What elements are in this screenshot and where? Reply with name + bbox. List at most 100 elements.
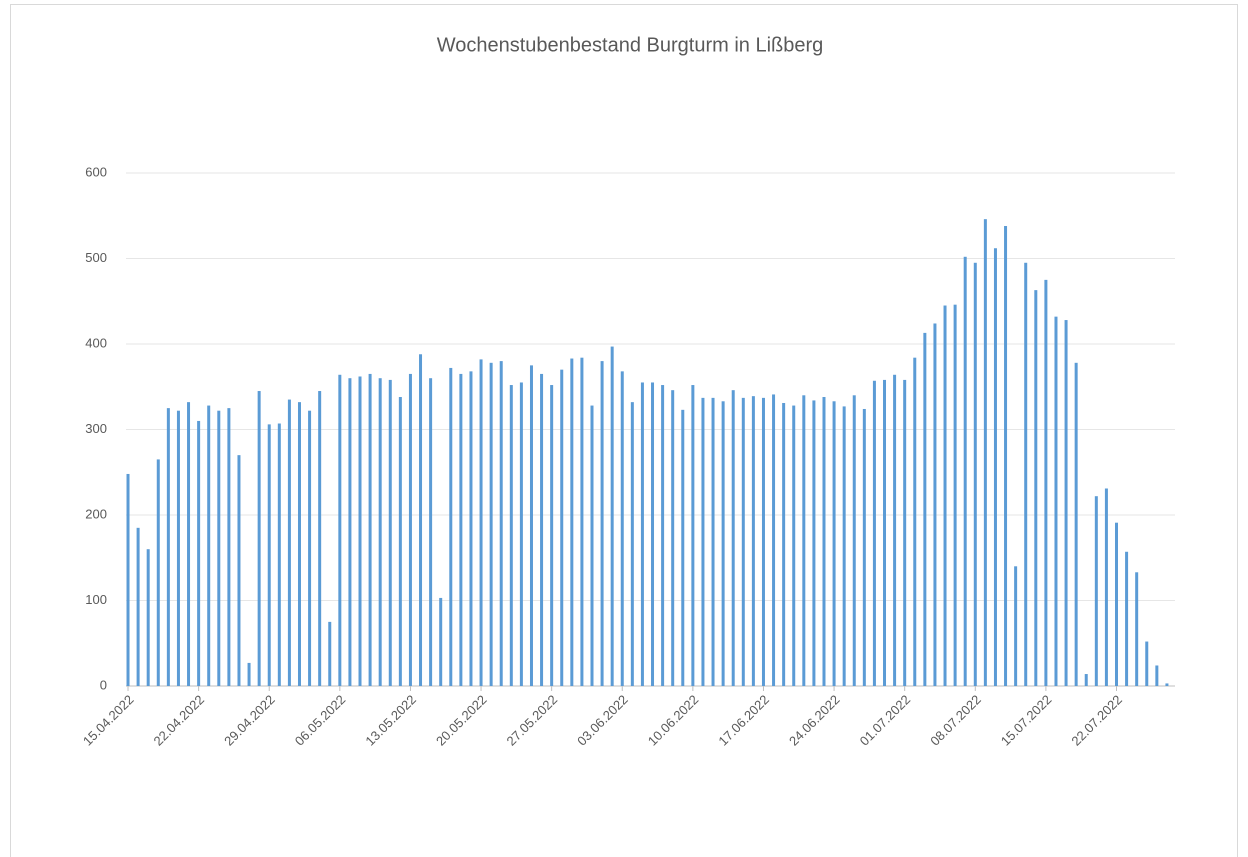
bar	[237, 455, 241, 686]
y-tick-label: 400	[85, 335, 107, 350]
bar	[519, 382, 523, 686]
bar	[862, 408, 866, 686]
bar	[267, 424, 271, 686]
bar	[398, 397, 402, 686]
bar	[1104, 488, 1108, 686]
bar	[1054, 316, 1058, 686]
bar	[661, 385, 665, 686]
bar	[852, 395, 856, 686]
bar	[993, 248, 997, 687]
bar	[1084, 674, 1088, 686]
bar	[1044, 279, 1048, 686]
bar	[590, 405, 594, 686]
bar	[318, 391, 322, 686]
bar	[883, 379, 887, 686]
bar	[983, 219, 987, 687]
bar	[1014, 566, 1018, 686]
bar	[529, 365, 533, 686]
bar	[751, 396, 755, 686]
bar	[419, 354, 423, 686]
bar	[812, 400, 816, 686]
bar	[1114, 522, 1118, 686]
bar	[187, 402, 191, 686]
bar	[328, 621, 332, 686]
bar	[953, 304, 957, 686]
bar	[227, 408, 231, 686]
bar	[297, 402, 301, 686]
bar	[651, 382, 655, 686]
bar	[479, 359, 483, 686]
bar	[943, 305, 947, 686]
bar	[287, 399, 291, 686]
bar	[217, 410, 221, 686]
bar	[630, 402, 634, 686]
bar	[691, 385, 695, 686]
bar	[600, 361, 604, 686]
bar	[822, 397, 826, 686]
bar	[772, 394, 776, 686]
bar	[136, 527, 140, 686]
bar	[580, 357, 584, 686]
bar	[782, 402, 786, 686]
bar	[439, 597, 443, 686]
bar	[963, 256, 967, 686]
bar	[166, 408, 170, 686]
bar	[741, 397, 745, 686]
bar	[1034, 290, 1038, 686]
bar	[509, 385, 513, 686]
y-tick-label: 300	[85, 421, 107, 436]
y-tick-label: 0	[100, 677, 107, 692]
bar	[146, 549, 150, 686]
bar	[1125, 551, 1129, 686]
bar	[1064, 320, 1068, 686]
y-tick-label: 600	[85, 164, 107, 179]
chart-title: Wochenstubenbestand Burgturm in Lißberg	[437, 34, 824, 56]
bar	[499, 361, 503, 686]
bar	[640, 382, 644, 686]
bar	[550, 385, 554, 686]
bar	[802, 395, 806, 686]
bar	[681, 409, 685, 686]
bar	[610, 346, 614, 686]
bar	[459, 373, 463, 686]
bar	[761, 397, 765, 686]
bar	[1094, 496, 1098, 686]
y-tick-label: 100	[85, 592, 107, 607]
bar	[1024, 262, 1028, 686]
bar	[257, 391, 261, 686]
bar	[1165, 683, 1169, 686]
bar	[842, 406, 846, 686]
y-tick-label: 200	[85, 506, 107, 521]
bar	[671, 390, 675, 686]
bar	[176, 410, 180, 686]
chart-border	[10, 4, 1238, 857]
bar	[429, 378, 433, 686]
bar	[408, 373, 412, 686]
bar	[913, 357, 917, 686]
bar	[1155, 665, 1159, 686]
bar	[973, 262, 977, 686]
bar	[358, 376, 362, 686]
bar	[620, 371, 624, 686]
bar	[1074, 362, 1078, 686]
bar	[489, 362, 493, 686]
bar	[570, 358, 574, 686]
bar	[893, 374, 897, 686]
bar	[721, 401, 725, 686]
bar	[469, 371, 473, 686]
bar	[368, 373, 372, 686]
bar	[207, 405, 211, 686]
bar	[1135, 572, 1139, 686]
bar	[560, 369, 564, 686]
bar	[1004, 226, 1008, 686]
bar	[126, 473, 130, 686]
bar	[792, 405, 796, 686]
bar	[731, 390, 735, 686]
bar	[277, 423, 281, 686]
bar	[923, 332, 927, 686]
bar	[308, 410, 312, 686]
bar	[933, 323, 937, 686]
bar	[832, 401, 836, 686]
bar	[247, 662, 251, 686]
